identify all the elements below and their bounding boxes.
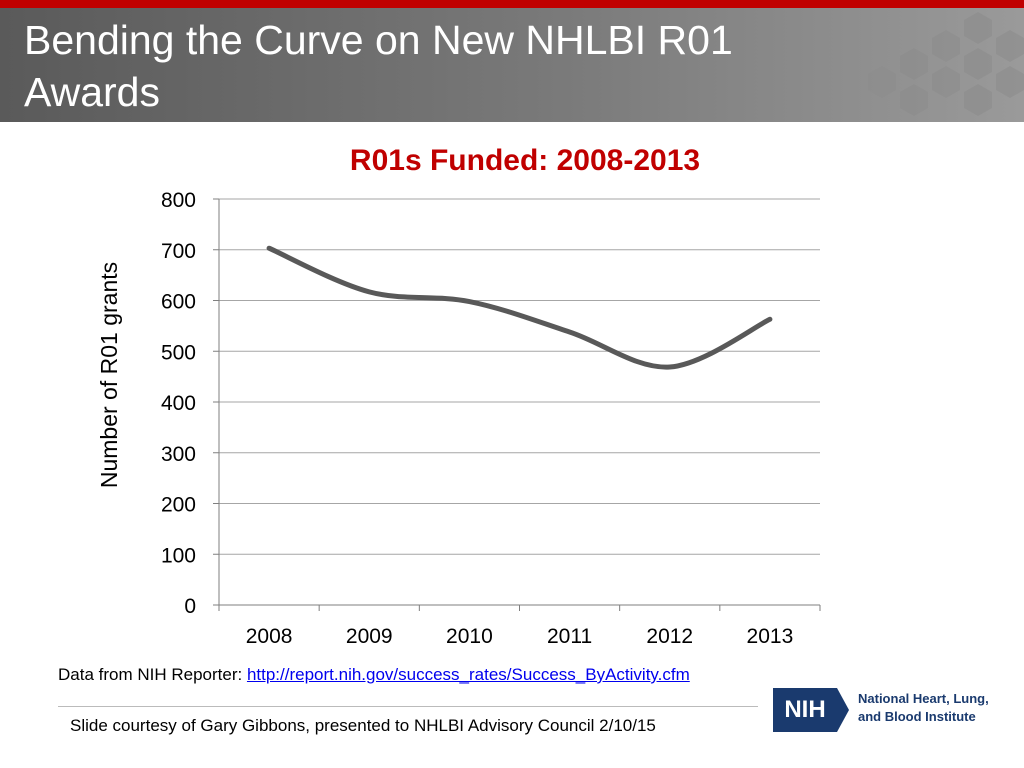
data-point (368, 291, 370, 293)
slide-title: Bending the Curve on New NHLBI R01 Award… (24, 17, 733, 115)
chart-title: R01s Funded: 2008-2013 (349, 144, 701, 177)
data-source-prefix: Data from NIH Reporter: (58, 665, 247, 684)
y-tick-labels: 0 100 200 300 400 500 600 700 800 (161, 189, 196, 618)
institute-name-line1: National Heart, Lung, (858, 691, 989, 706)
title-bar: Bending the Curve on New NHLBI R01 Award… (0, 8, 1024, 122)
x-tick-label: 2013 (747, 625, 794, 648)
institute-name-line2: and Blood Institute (858, 709, 976, 724)
y-tick-label: 700 (161, 240, 196, 263)
hexagon-pattern (868, 12, 1024, 116)
series-line (266, 245, 773, 370)
y-tick-label: 100 (161, 544, 196, 567)
data-source: Data from NIH Reporter: http://report.ni… (58, 665, 690, 685)
axes (213, 198, 821, 611)
y-axis-label: Number of R01 grants (96, 262, 122, 488)
footer-credit: Slide courtesy of Gary Gibbons, presente… (70, 716, 656, 735)
x-tick-label: 2012 (646, 625, 693, 648)
grid-lines (219, 198, 820, 555)
y-tick-label: 600 (161, 291, 196, 314)
x-tick-label: 2011 (547, 625, 592, 648)
data-point (769, 318, 771, 320)
y-tick-label: 800 (161, 189, 196, 212)
y-tick-label: 200 (161, 494, 196, 517)
data-source-link[interactable]: http://report.nih.gov/success_rates/Succ… (246, 665, 690, 684)
series (266, 245, 773, 370)
y-tick-label: 400 (161, 392, 196, 415)
top-accent-stripe (0, 0, 1024, 8)
footer-divider (58, 706, 758, 707)
nih-logo-arrow (837, 688, 849, 732)
y-tick-label: 300 (161, 443, 196, 466)
nih-logo: NIH (773, 688, 837, 732)
x-tick-labels: 2008 2009 2010 2011 2012 2013 (246, 625, 794, 648)
y-tick-label: 500 (161, 341, 196, 364)
x-tick-label: 2009 (346, 625, 393, 648)
x-tick-label: 2008 (246, 625, 293, 648)
institute-name: National Heart, Lung, and Blood Institut… (858, 690, 1018, 726)
data-point (669, 366, 671, 368)
data-point (468, 301, 470, 303)
data-point (569, 331, 571, 333)
data-point (268, 247, 270, 249)
x-tick-label: 2010 (446, 625, 493, 648)
y-tick-label: 0 (184, 595, 196, 618)
